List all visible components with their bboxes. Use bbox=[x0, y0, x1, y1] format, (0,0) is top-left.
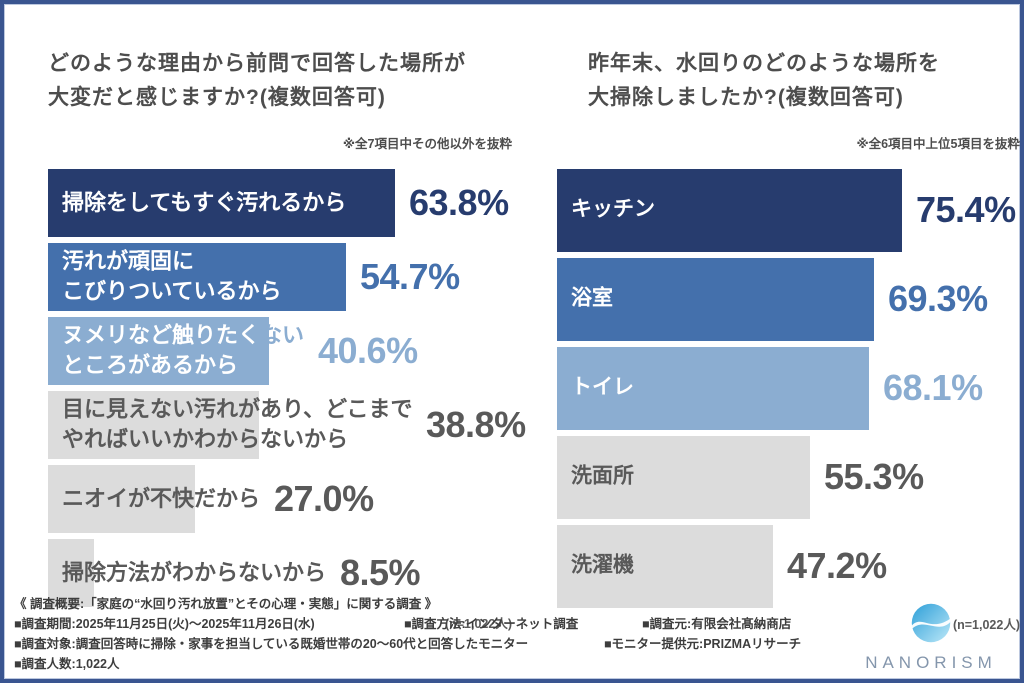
bar-value: 27.0% bbox=[274, 477, 374, 519]
bar-value: 68.1% bbox=[883, 367, 983, 409]
left-chart-note: ※全7項目中その他以外を抜粋 bbox=[342, 136, 512, 151]
bar-label: 汚れが頑固に こびりついているから bbox=[62, 248, 282, 304]
bar-label: 浴室 bbox=[571, 286, 613, 310]
survey-overview: 《 調査概要:「家庭の“水回り汚れ放置”とその心理・実態」に関する調査 》 ■調… bbox=[14, 594, 1010, 674]
bar-label: 洗面所 bbox=[571, 464, 634, 488]
bar-value: 55.3% bbox=[824, 456, 924, 498]
bar bbox=[557, 346, 869, 430]
survey-overview-line2: ■調査期間:2025年11月25日(火)〜2025年11月26日(水) ■調査方… bbox=[14, 614, 1010, 634]
bar-row: 汚れが頑固に こびりついているから 54.7% bbox=[48, 242, 512, 311]
bar-label: ニオイが不快だから bbox=[62, 485, 261, 511]
left-chart-title: どのような理由から前問で回答した場所が 大変だと感じますか?(複数回答可) bbox=[48, 52, 466, 110]
right-chart-note: ※全6項目中上位5項目を抜粋 bbox=[856, 136, 1020, 151]
bar-value: 40.6% bbox=[318, 329, 418, 371]
survey-target: ■調査対象:調査回答時に掃除・家事を担当している既婚世帯の20〜60代と回答した… bbox=[14, 637, 529, 651]
nanorism-logo: NANORISM bbox=[846, 602, 1016, 673]
survey-count: ■調査人数:1,022人 bbox=[14, 657, 120, 671]
bar bbox=[557, 168, 902, 252]
right-chart-bars: キッチン 75.4% 浴室 69.3% トイレ 68.1% 洗面所 55.3% 洗濯機 47.2% bbox=[557, 168, 1020, 608]
right-chart-title: 昨年末、水回りのどのような場所を 大掃除しましたか?(複数回答可) bbox=[588, 52, 940, 110]
bar-row: 洗面所 55.3% bbox=[557, 435, 1020, 519]
brand-name: NANORISM bbox=[865, 653, 997, 672]
bar-value: 63.8% bbox=[409, 181, 509, 223]
bar-label: ヌメリなど触りたくない ところがあるから bbox=[62, 322, 305, 378]
bar-label: トイレ bbox=[571, 375, 634, 399]
bar bbox=[48, 316, 269, 385]
survey-overview-line4: ■調査人数:1,022人 bbox=[14, 654, 1010, 674]
bar-value: 8.5% bbox=[340, 551, 421, 593]
bar-row: トイレ 68.1% bbox=[557, 346, 1020, 430]
bar-label: 目に見えない汚れがあり、どこまで やればいいかわからないから bbox=[62, 396, 413, 452]
survey-overview-heading: 《 調査概要:「家庭の“水回り汚れ放置”とその心理・実態」に関する調査 》 bbox=[14, 597, 438, 611]
bar-value: 75.4% bbox=[916, 189, 1016, 231]
right-chart: 昨年末、水回りのどのような場所を 大掃除しましたか?(複数回答可) ※全6項目中… bbox=[512, 30, 1020, 633]
bar-row: キッチン 75.4% bbox=[557, 168, 1020, 252]
bar-row: 掃除をしてもすぐ汚れるから 63.8% bbox=[48, 168, 512, 237]
bar bbox=[48, 538, 94, 607]
bar-value: 69.3% bbox=[888, 278, 988, 320]
bar-row: 目に見えない汚れがあり、どこまで やればいいかわからないから 38.8% bbox=[48, 390, 526, 459]
bar-row: 浴室 69.3% bbox=[557, 257, 1020, 341]
bar-label: 掃除方法がわからないから bbox=[62, 559, 327, 585]
bar-row: 洗濯機 47.2% bbox=[557, 524, 1020, 608]
bar-row: ニオイが不快だから 27.0% bbox=[48, 464, 512, 533]
bar-value: 47.2% bbox=[787, 545, 887, 587]
bar bbox=[48, 390, 259, 459]
logo-globe-icon bbox=[910, 602, 952, 649]
bar-label: キッチン bbox=[571, 197, 655, 221]
bar bbox=[48, 464, 195, 533]
bar bbox=[557, 524, 773, 608]
bar-value: 54.7% bbox=[360, 255, 460, 297]
survey-period: ■調査期間:2025年11月25日(火)〜2025年11月26日(水) bbox=[14, 617, 315, 631]
bar-row: 掃除方法がわからないから 8.5% bbox=[48, 538, 512, 607]
left-chart: どのような理由から前問で回答した場所が 大変だと感じますか?(複数回答可) ※全… bbox=[4, 30, 526, 633]
survey-method: ■調査方法:インターネット調査 bbox=[404, 617, 579, 631]
survey-source: ■調査元:有限会社髙納商店 bbox=[642, 617, 792, 631]
left-chart-bars: 掃除をしてもすぐ汚れるから 63.8% 汚れが頑固に こびりついているから 54.7% ヌ… bbox=[48, 168, 526, 607]
survey-overview-line3: ■調査対象:調査回答時に掃除・家事を担当している既婚世帯の20〜60代と回答した… bbox=[14, 634, 1010, 654]
monitor-provider: ■モニター提供元:PRIZMAリサーチ bbox=[604, 637, 802, 651]
bar bbox=[557, 257, 874, 341]
charts-area: どのような理由から前問で回答した場所が 大変だと感じますか?(複数回答可) ※全… bbox=[4, 4, 1020, 633]
left-sample-size: (n=1,022人) bbox=[444, 616, 512, 631]
bar-value: 38.8% bbox=[426, 403, 526, 445]
bar-row: ヌメリなど触りたくない ところがあるから 40.6% bbox=[48, 316, 512, 385]
right-sample-size: (n=1,022人) bbox=[952, 617, 1020, 632]
bar bbox=[557, 435, 810, 519]
bar-label: 掃除をしてもすぐ汚れるから bbox=[62, 189, 347, 215]
bar bbox=[48, 242, 346, 311]
bar-label: 洗濯機 bbox=[571, 553, 634, 577]
bar bbox=[48, 168, 395, 237]
